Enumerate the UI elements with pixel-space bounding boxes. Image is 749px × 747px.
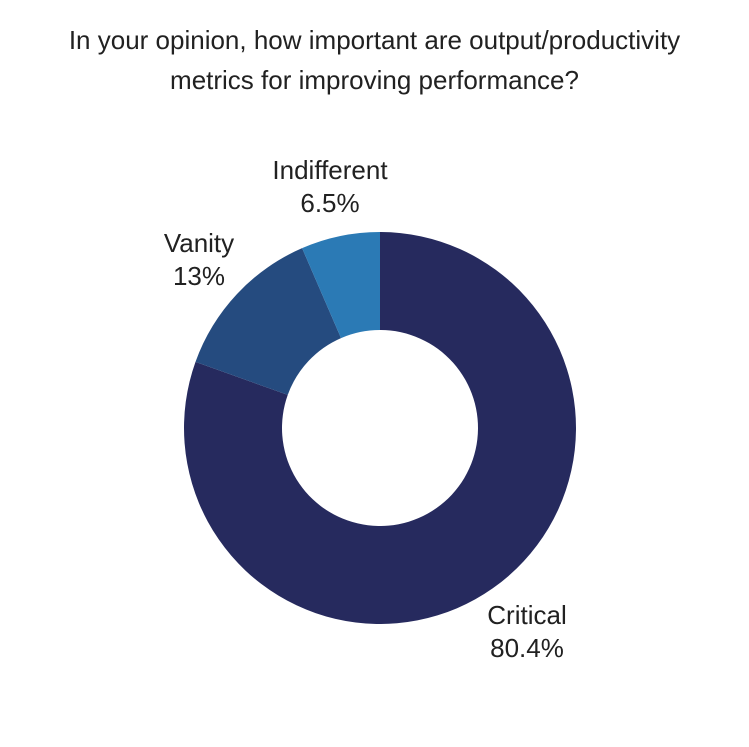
slice-critical <box>184 232 577 624</box>
slice-label-vanity: Vanity 13% <box>164 227 234 293</box>
slice-name-vanity: Vanity <box>163 228 235 258</box>
slice-pct-vanity: 13% <box>172 261 226 291</box>
slice-label-critical: Critical 80.4% <box>487 599 566 665</box>
slice-pct-indifferent: 6.5% <box>300 188 360 218</box>
slice-pct-critical: 80.4% <box>490 633 564 663</box>
slice-indifferent <box>302 232 380 339</box>
slice-label-indifferent: Indifferent 6.5% <box>272 154 387 220</box>
slice-vanity <box>195 248 342 395</box>
slice-name-critical: Critical <box>487 600 567 630</box>
slice-name-indifferent: Indifferent <box>272 155 388 185</box>
chart-title: In your opinion, how important are outpu… <box>68 25 681 95</box>
